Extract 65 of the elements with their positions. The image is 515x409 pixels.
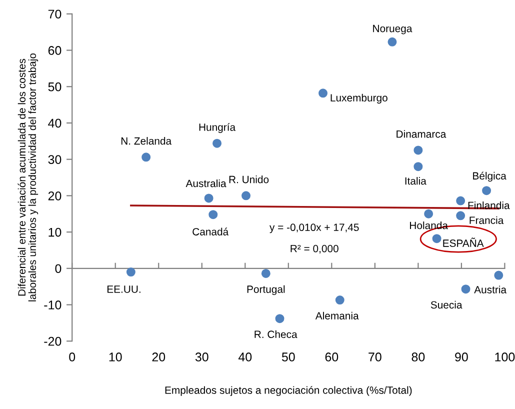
x-tick-label: 20 <box>152 352 166 362</box>
annotation: EE.UU. <box>107 286 140 293</box>
annotation: Holanda <box>410 222 448 230</box>
point <box>414 146 423 155</box>
point <box>318 88 328 98</box>
point <box>261 268 270 278</box>
point <box>275 314 284 324</box>
annotation: Alemania <box>315 312 359 320</box>
annotation: Canadá <box>192 228 229 236</box>
x-tick-label: 100 <box>495 352 515 362</box>
point <box>432 234 442 244</box>
annotation: N. Zelanda <box>121 137 172 145</box>
point <box>424 209 434 218</box>
x-tick-label: 90 <box>455 352 468 362</box>
y-tick-label: -10 <box>44 300 62 310</box>
point <box>456 211 466 220</box>
point <box>126 268 136 277</box>
point <box>461 284 470 294</box>
x-tick-label: 40 <box>238 352 252 362</box>
y-tick-label: 50 <box>48 82 62 92</box>
y-tick-label: 20 <box>48 191 62 200</box>
annotation: Luxemburgo <box>330 94 388 104</box>
annotation: Australia <box>186 179 226 188</box>
y-tick-label: 60 <box>48 46 62 55</box>
point <box>204 194 214 203</box>
x-tick-label: 60 <box>325 352 338 362</box>
annotation: y = -0,010x + 17,45 <box>270 224 359 234</box>
x-axis-title: Empleados sujetos a negociación colectiva (%s/Total) <box>165 386 412 396</box>
annotation: Italia <box>405 177 426 185</box>
y-axis-title: Diferencial entre variación acumulada de los costes laborales unitarios y la productividad del factor trabajo <box>18 53 38 302</box>
annotation: Bélgica <box>473 172 506 182</box>
y-tick-label: -20 <box>44 336 62 346</box>
point <box>242 191 251 200</box>
annotation: Austria <box>474 286 507 294</box>
annotation: R. Checa <box>254 330 298 338</box>
annotation: Suecia <box>430 300 462 309</box>
y-tick-label: 0 <box>55 264 62 274</box>
annotation: Portugal <box>247 285 285 296</box>
x-tick-label: 70 <box>368 352 382 362</box>
annotation: Francia <box>470 216 504 224</box>
y-tick-label: 70 <box>48 10 62 19</box>
point <box>142 152 151 162</box>
annotation: R² = 0,000 <box>290 244 338 254</box>
point <box>456 196 466 206</box>
y-tick-label: 30 <box>48 155 62 164</box>
x-tick-label: 10 <box>109 352 122 362</box>
x-tick-label: 80 <box>412 352 425 362</box>
y-tick-label: 10 <box>48 228 62 237</box>
x-tick-label: 0 <box>69 352 76 362</box>
point <box>414 162 423 172</box>
x-tick-label: 50 <box>282 352 295 362</box>
point <box>212 138 222 148</box>
point <box>208 210 218 220</box>
x-tick-label: 30 <box>195 352 208 362</box>
annotation: Noruega <box>373 24 412 34</box>
point <box>388 37 397 46</box>
annotation: ESPAÑA <box>443 238 484 247</box>
y-tick-label: 40 <box>48 118 62 128</box>
annotation: Finlandia <box>468 201 510 210</box>
point <box>494 270 504 280</box>
annotation: R. Unido <box>229 176 269 184</box>
point <box>482 186 492 196</box>
point <box>335 296 344 305</box>
annotation: Dinamarca <box>396 130 446 138</box>
annotation: Hungría <box>199 123 236 133</box>
